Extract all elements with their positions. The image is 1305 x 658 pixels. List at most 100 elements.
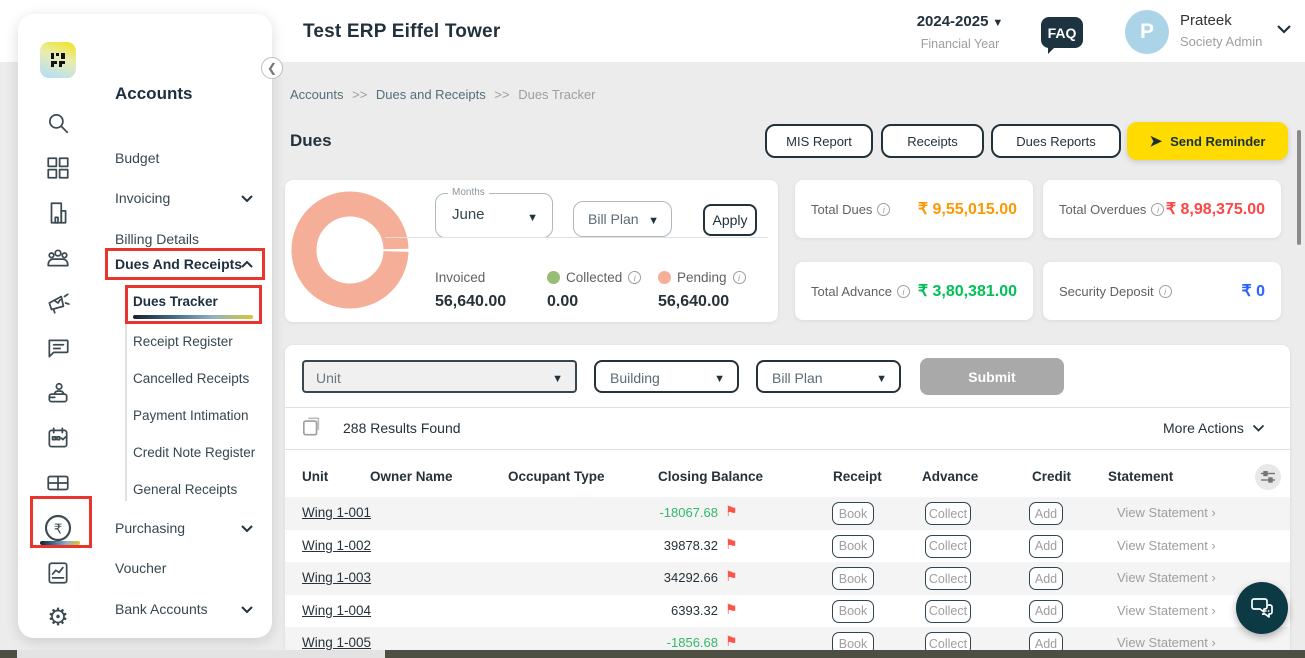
view-statement-link[interactable]: View Statement › bbox=[1117, 635, 1216, 650]
reports-icon[interactable] bbox=[42, 550, 74, 595]
chevron-down-icon: ▼ bbox=[992, 17, 1004, 29]
column-settings-button[interactable] bbox=[1255, 464, 1281, 490]
add-button[interactable]: Add bbox=[1029, 599, 1063, 623]
breadcrumb-accounts[interactable]: Accounts bbox=[290, 87, 344, 102]
info-icon[interactable]: i bbox=[1158, 284, 1172, 298]
view-statement-link[interactable]: View Statement › bbox=[1117, 505, 1216, 520]
sidebar-item-credit-note-register[interactable]: Credit Note Register bbox=[133, 445, 256, 460]
financial-year-selector[interactable]: 2024-2025 ▼ Financial Year bbox=[905, 13, 1015, 51]
bill-plan-filter-dropdown[interactable]: Bill Plan ▼ bbox=[756, 360, 901, 393]
col-credit[interactable]: Credit bbox=[1032, 469, 1072, 484]
send-reminder-button[interactable]: ➤ Send Reminder bbox=[1127, 122, 1288, 160]
collect-button[interactable]: Collect bbox=[925, 567, 971, 590]
building-filter-dropdown[interactable]: Building ▼ bbox=[594, 360, 739, 393]
view-statement-link[interactable]: View Statement › bbox=[1117, 570, 1216, 585]
bill-plan-dropdown[interactable]: Bill Plan ▼ bbox=[573, 201, 672, 237]
residents-icon[interactable] bbox=[42, 235, 74, 280]
view-statement-link[interactable]: View Statement › bbox=[1117, 602, 1216, 618]
sidebar-item-bank-accounts[interactable]: Bank Accounts bbox=[115, 601, 208, 617]
col-owner-name[interactable]: Owner Name bbox=[370, 469, 453, 484]
book-button[interactable]: Book bbox=[832, 567, 874, 590]
accounts-rupee-icon[interactable]: ₹ bbox=[30, 496, 92, 550]
collect-button[interactable]: Collect bbox=[925, 632, 971, 655]
horizontal-scrollbar[interactable] bbox=[0, 650, 1305, 658]
more-actions-button[interactable]: More Actions bbox=[1163, 420, 1265, 436]
chat-support-button[interactable] bbox=[1236, 582, 1288, 634]
vertical-scrollbar[interactable] bbox=[1297, 130, 1301, 245]
add-button[interactable]: Add bbox=[1029, 567, 1063, 590]
view-statement-link[interactable]: View Statement › bbox=[1117, 537, 1216, 553]
col-closing-balance[interactable]: Closing Balance bbox=[658, 469, 764, 484]
flag-icon[interactable]: ⚑ bbox=[725, 600, 738, 617]
unit-link[interactable]: Wing 1-001 bbox=[302, 505, 372, 520]
sidebar-item-voucher[interactable]: Voucher bbox=[115, 560, 167, 576]
sidebar-item-general-receipts[interactable]: General Receipts bbox=[133, 482, 238, 497]
unit-link[interactable]: Wing 1-004 bbox=[302, 602, 372, 618]
sidebar-item-cancelled-receipts[interactable]: Cancelled Receipts bbox=[133, 371, 250, 386]
search-icon[interactable] bbox=[42, 100, 74, 145]
avatar[interactable]: P bbox=[1125, 10, 1169, 54]
app-logo[interactable] bbox=[40, 42, 76, 78]
add-button[interactable]: Add bbox=[1029, 632, 1063, 655]
announcement-icon[interactable] bbox=[42, 280, 74, 325]
info-icon[interactable]: i bbox=[628, 271, 642, 284]
collect-button[interactable]: Collect bbox=[925, 502, 971, 525]
add-button[interactable]: Add bbox=[1029, 502, 1063, 525]
user-name: Prateek bbox=[1180, 12, 1232, 29]
sidebar-item-invoicing[interactable]: Invoicing bbox=[115, 190, 171, 206]
book-button[interactable]: Book bbox=[832, 599, 874, 623]
dashboard-icon[interactable] bbox=[42, 145, 74, 190]
settings-icon[interactable]: ⚙ bbox=[47, 604, 69, 631]
collect-button[interactable]: Collect bbox=[925, 534, 971, 558]
flag-icon[interactable]: ⚑ bbox=[725, 633, 738, 649]
sidebar-item-budget[interactable]: Budget bbox=[115, 150, 160, 166]
divider bbox=[285, 407, 1290, 408]
unit-link[interactable]: Wing 1-002 bbox=[302, 537, 372, 553]
sidebar-item-dues-and-receipts[interactable]: Dues And Receipts bbox=[115, 256, 243, 272]
months-dropdown[interactable]: Months June ▼ bbox=[435, 187, 553, 238]
horizontal-scrollbar-thumb[interactable] bbox=[385, 650, 1305, 658]
building-icon[interactable] bbox=[42, 190, 74, 235]
book-button[interactable]: Book bbox=[832, 502, 874, 525]
flag-icon[interactable]: ⚑ bbox=[725, 503, 738, 519]
col-statement[interactable]: Statement bbox=[1108, 469, 1174, 484]
col-advance[interactable]: Advance bbox=[922, 469, 979, 484]
sidebar-item-purchasing[interactable]: Purchasing bbox=[115, 520, 186, 536]
info-icon[interactable]: i bbox=[896, 284, 910, 298]
mis-report-button[interactable]: MIS Report bbox=[765, 124, 873, 158]
staff-icon[interactable] bbox=[42, 370, 74, 415]
sidebar-item-billing-details[interactable]: Billing Details bbox=[115, 231, 200, 247]
info-icon[interactable]: i bbox=[877, 202, 891, 216]
flag-icon[interactable]: ⚑ bbox=[725, 568, 738, 584]
calendar-icon[interactable] bbox=[42, 415, 74, 460]
col-occupant-type[interactable]: Occupant Type bbox=[508, 469, 605, 484]
faq-button[interactable]: FAQ bbox=[1041, 17, 1083, 54]
breadcrumb-dues-and-receipts[interactable]: Dues and Receipts bbox=[375, 87, 486, 102]
col-receipt[interactable]: Receipt bbox=[833, 469, 882, 484]
add-button[interactable]: Add bbox=[1029, 534, 1063, 558]
collect-button[interactable]: Collect bbox=[925, 599, 971, 623]
communication-icon[interactable] bbox=[42, 325, 74, 370]
sidebar-item-dues-tracker[interactable]: Dues Tracker bbox=[133, 294, 218, 309]
receipts-button[interactable]: Receipts bbox=[881, 124, 984, 158]
sidebar-collapse-button[interactable]: ❮ bbox=[261, 57, 283, 79]
flag-icon[interactable]: ⚑ bbox=[725, 535, 738, 552]
closing-balance: 34292.66 bbox=[663, 570, 718, 585]
submit-button[interactable]: Submit bbox=[920, 358, 1064, 395]
closing-balance: 6393.32 bbox=[671, 602, 718, 618]
sidebar-item-payment-intimation[interactable]: Payment Intimation bbox=[133, 408, 249, 423]
info-icon[interactable]: i bbox=[1151, 202, 1165, 216]
unit-link[interactable]: Wing 1-005 bbox=[302, 635, 372, 650]
col-unit[interactable]: Unit bbox=[302, 469, 329, 484]
sidebar-item-receipt-register[interactable]: Receipt Register bbox=[133, 334, 233, 349]
unit-link[interactable]: Wing 1-003 bbox=[302, 570, 372, 585]
book-button[interactable]: Book bbox=[832, 632, 874, 655]
info-icon[interactable]: i bbox=[732, 271, 746, 284]
select-all-icon[interactable] bbox=[302, 416, 322, 437]
inventory-icon[interactable] bbox=[42, 460, 74, 505]
dues-reports-button[interactable]: Dues Reports bbox=[991, 124, 1121, 158]
book-button[interactable]: Book bbox=[832, 534, 874, 558]
chevron-down-icon[interactable] bbox=[1276, 24, 1292, 34]
unit-filter-dropdown[interactable]: Unit ▼ bbox=[302, 360, 577, 393]
apply-button[interactable]: Apply bbox=[703, 204, 757, 236]
